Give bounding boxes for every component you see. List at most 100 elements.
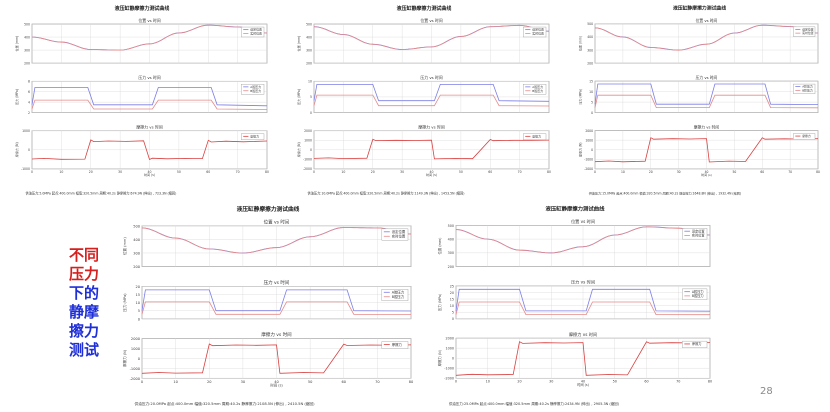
- legend-entry: 摩擦力: [692, 341, 702, 346]
- x-tick-label: 0: [455, 380, 457, 384]
- chart-footer: 供油压力:15.0MPa 起点:400.0mm 幅值:320.5mm 周期:40…: [589, 190, 741, 195]
- y-tick-label: -1000: [21, 167, 30, 171]
- series-line: [594, 94, 819, 109]
- x-tick-label: 50: [177, 170, 181, 174]
- y-tick-label: 200: [448, 265, 454, 269]
- y-tick-label: -1000: [303, 158, 312, 162]
- x-tick-label: 10: [341, 170, 345, 174]
- x-tick-label: 60: [206, 170, 210, 174]
- y-tick-label: 300: [24, 48, 30, 52]
- x-tick-label: 40: [705, 170, 709, 174]
- legend-box: [241, 26, 265, 38]
- y-tick-label: -2000: [444, 377, 454, 381]
- y-axis-label: 位置 (mm): [122, 237, 127, 256]
- legend-entry: 摩擦力: [802, 134, 811, 138]
- subplot-title: 摩擦力 vs 时间: [418, 125, 444, 130]
- subplot-title: 位置 vs 时间: [138, 18, 160, 23]
- subplot-title: 摩擦力 vs 时间: [569, 331, 597, 338]
- x-tick-label: 80: [409, 380, 414, 384]
- series-line: [313, 94, 550, 107]
- y-tick-label: 1000: [131, 347, 141, 351]
- x-tick-label: 10: [621, 170, 625, 174]
- legend-entry: B腔压力: [532, 88, 543, 93]
- legend-entry: A腔压力: [532, 84, 543, 89]
- y-tick-label: 6: [28, 90, 30, 94]
- y-tick-label: 500: [306, 22, 312, 26]
- y-tick-label: 500: [587, 22, 593, 26]
- x-tick-label: 50: [308, 380, 313, 384]
- legend-entry: B腔压力: [692, 293, 704, 298]
- chart-title: 液压缸静摩擦力测试曲线: [673, 5, 726, 12]
- chart-title: 液压缸静摩擦力测试曲线: [397, 5, 452, 12]
- y-axis-label: 摩擦力 (N): [578, 142, 583, 157]
- legend-entry: 设定位置: [692, 228, 705, 233]
- series-line: [594, 137, 819, 163]
- y-tick-label: 1000: [304, 139, 312, 143]
- legend-entry: 实时位置: [392, 234, 406, 239]
- series-line: [313, 25, 550, 51]
- legend-box: [682, 228, 708, 240]
- x-tick-label: 60: [644, 380, 648, 384]
- subplot-title: 压力 vs 时间: [696, 75, 718, 80]
- x-axis-label: 时间 (s): [144, 172, 155, 177]
- subplot-title: 位置 vs 时间: [264, 218, 290, 225]
- x-tick-label: 80: [547, 170, 551, 174]
- series-line: [141, 343, 412, 374]
- legend-box: [793, 133, 816, 140]
- x-tick-label: 40: [148, 170, 152, 174]
- y-tick-label: 0: [591, 111, 593, 115]
- series-line: [455, 341, 711, 376]
- series-line: [455, 301, 711, 316]
- legend-entry: 摩擦力: [392, 342, 403, 347]
- y-axis-label: 压力 (MPa): [14, 89, 19, 105]
- x-tick-label: 40: [581, 380, 585, 384]
- y-axis-label: 压力 (MPa): [122, 293, 127, 312]
- y-tick-label: 1000: [585, 138, 593, 142]
- y-tick-label: 15: [135, 293, 140, 297]
- series-line: [313, 84, 550, 102]
- y-axis-label: 位置 (mm): [578, 36, 583, 51]
- y-axis-label: 压力 (MPa): [296, 89, 301, 105]
- legend-box: [241, 84, 265, 95]
- x-tick-label: 20: [371, 170, 375, 174]
- y-tick-label: 25: [450, 284, 454, 288]
- side-label-line: 下的: [68, 284, 99, 302]
- y-tick-label: 0: [452, 357, 454, 361]
- y-tick-label: 500: [24, 22, 30, 26]
- x-axis-label: 时间 (s): [270, 383, 283, 388]
- side-label-line: 擦力: [68, 322, 99, 340]
- y-tick-label: 2000: [585, 129, 593, 133]
- x-tick-label: 10: [59, 170, 63, 174]
- x-tick-label: 20: [517, 380, 521, 384]
- x-tick-label: 60: [488, 170, 492, 174]
- y-tick-label: 0: [310, 111, 312, 115]
- y-tick-label: 500: [448, 224, 454, 228]
- series-line: [141, 301, 412, 315]
- series-line: [31, 139, 268, 161]
- x-tick-label: 80: [265, 170, 269, 174]
- legend-entry: 摩擦力: [250, 133, 259, 138]
- legend-entry: 设定位置: [392, 229, 406, 234]
- legend-box: [241, 133, 265, 140]
- x-tick-label: 70: [375, 380, 380, 384]
- series-line: [31, 24, 268, 51]
- chart-title: 液压缸静摩擦力测试曲线: [115, 5, 170, 12]
- legend-entry: 设定位置: [532, 27, 544, 32]
- x-tick-label: 0: [141, 380, 144, 384]
- x-tick-label: 70: [788, 170, 792, 174]
- series-line: [31, 87, 268, 107]
- x-tick-label: 0: [594, 170, 596, 174]
- x-tick-label: 80: [816, 170, 820, 174]
- x-tick-label: 10: [173, 380, 178, 384]
- y-tick-label: 300: [133, 251, 141, 255]
- chart-footer: 供油压力:25.0MPa 起点:400.0mm 幅值:320.5mm 周期:40…: [449, 401, 620, 406]
- y-tick-label: 200: [24, 61, 30, 65]
- side-label-line: 压力: [68, 265, 99, 283]
- y-axis-label: 摩擦力 (N): [14, 142, 19, 157]
